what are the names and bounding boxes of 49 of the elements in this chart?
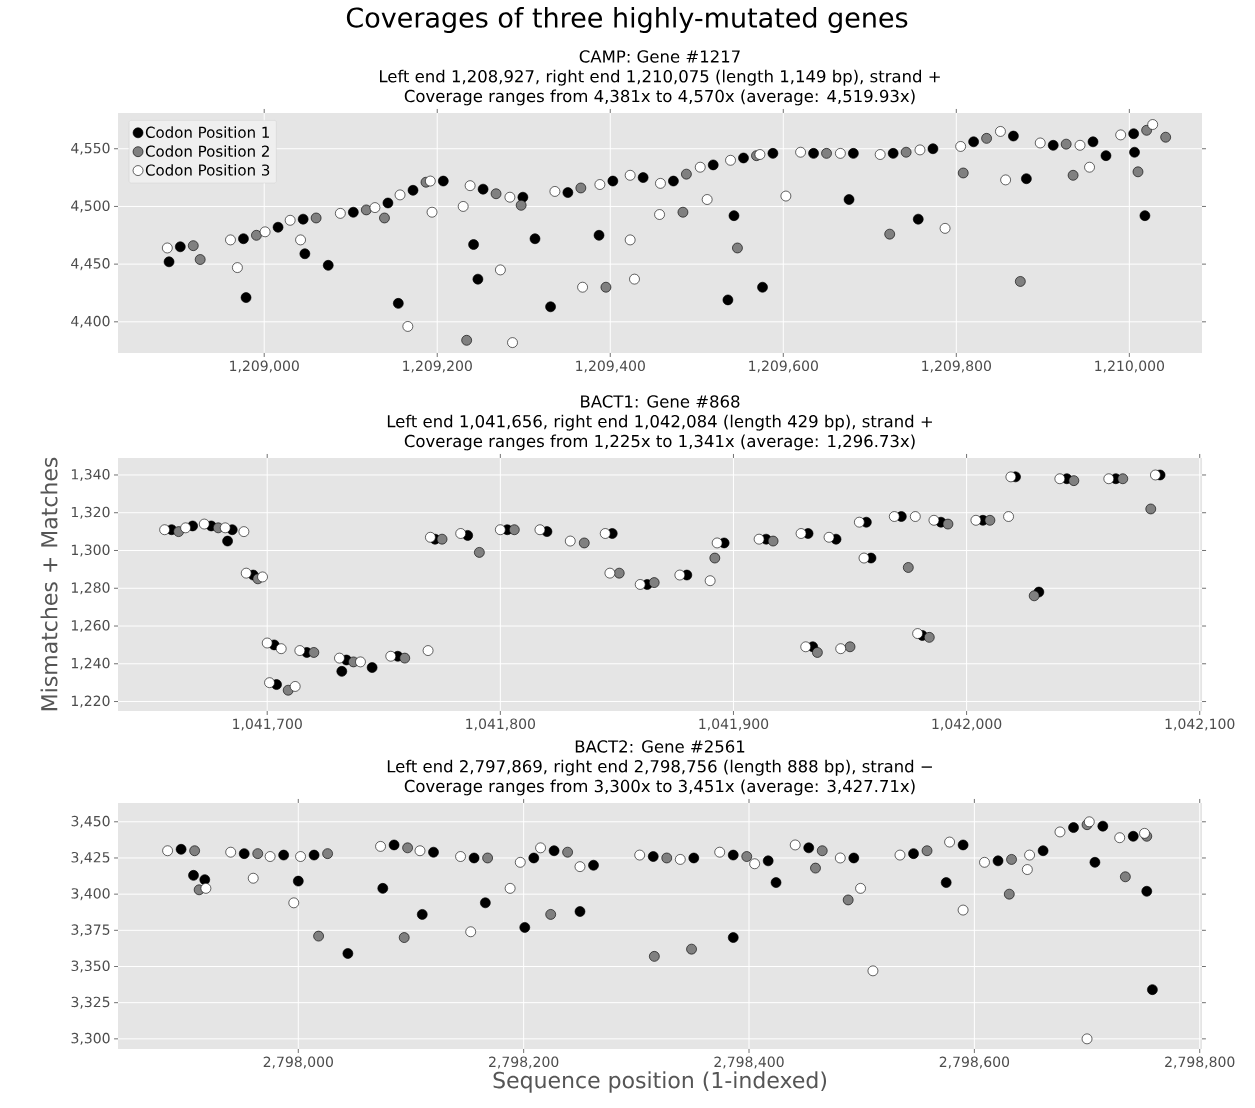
y-tick-label: 1,340	[71, 468, 110, 481]
y-tick-label: 1,240	[71, 657, 110, 670]
chart-title: BACT2: Gene #2561	[575, 740, 745, 753]
y-tick-label: 4,500	[71, 200, 110, 213]
x-tick-label: 1,210,000	[1095, 360, 1165, 373]
x-tick-label: 1,042,000	[932, 718, 1002, 731]
x-tick-label: 1,041,700	[233, 718, 302, 731]
text: Coverages of three highly-mutated genes	[346, 6, 908, 34]
text: Coverage ranges from 4,381x to 4,570x (average: 4,519.93x)	[404, 89, 915, 106]
legend-label: Codon Position 3	[145, 164, 270, 176]
legend-label: Codon Position 1	[145, 126, 270, 138]
x-tick-label: 1,209,400	[576, 360, 645, 373]
x-tick-label: 1,209,800	[922, 360, 991, 373]
x-tick-label: 1,041,900	[699, 718, 769, 731]
x-tick-label: 1,209,600	[749, 360, 818, 373]
chart-title: CAMP: Gene #1217	[579, 50, 740, 63]
y-tick-label: 3,375	[71, 924, 110, 937]
y-tick-label: 3,400	[71, 888, 110, 901]
y-tick-label: 4,450	[71, 258, 110, 271]
y-tick-label: 3,325	[71, 996, 110, 1009]
x-axis-title: Sequence position (1-indexed)	[493, 1071, 827, 1093]
x-tick-label: 1,209,200	[403, 360, 472, 373]
y-tick-label: 1,300	[71, 544, 110, 557]
chart-subtitle: Left end 1,041,656, right end 1,042,084 (length 429 bp), strand +	[387, 414, 932, 431]
y-tick-label: 1,280	[71, 582, 110, 595]
text: Coverage ranges from 3,300x to 3,451x (average: 3,427.71x)	[404, 779, 915, 796]
x-tick-label: 1,041,800	[466, 718, 536, 731]
x-tick-label: 2,798,400	[714, 1056, 784, 1069]
y-tick-label: 3,450	[71, 815, 110, 828]
y-tick-label: 1,260	[71, 620, 110, 633]
x-tick-label: 2,798,600	[939, 1056, 1010, 1069]
legend-label: Codon Position 2	[145, 145, 269, 157]
y-tick-label: 1,320	[71, 506, 110, 519]
y-tick-label: 3,350	[71, 960, 110, 973]
x-tick-label: 1,209,000	[230, 360, 299, 373]
x-tick-label: 1,042,100	[1165, 718, 1235, 731]
y-tick-label: 1,220	[71, 695, 110, 708]
x-tick-label: 2,798,000	[263, 1056, 333, 1069]
text: Coverage ranges from 1,225x to 1,341x (average: 1,296.73x)	[404, 434, 915, 451]
y-tick-label: 3,425	[71, 851, 110, 864]
chart-subtitle: Left end 2,797,869, right end 2,798,756 (length 888 bp), strand −	[387, 759, 932, 776]
y-tick-label: 4,400	[71, 315, 110, 328]
chart-title: BACT1: Gene #868	[581, 395, 740, 408]
chart-subtitle: Left end 1,208,927, right end 1,210,075 (length 1,149 bp), strand +	[380, 69, 940, 86]
y-axis-title: Mismatches + Matches	[40, 457, 58, 711]
x-tick-label: 2,798,800	[1165, 1056, 1235, 1069]
y-tick-label: 4,550	[71, 142, 110, 155]
x-tick-label: 2,798,200	[489, 1056, 559, 1069]
y-tick-label: 3,300	[71, 1032, 110, 1045]
